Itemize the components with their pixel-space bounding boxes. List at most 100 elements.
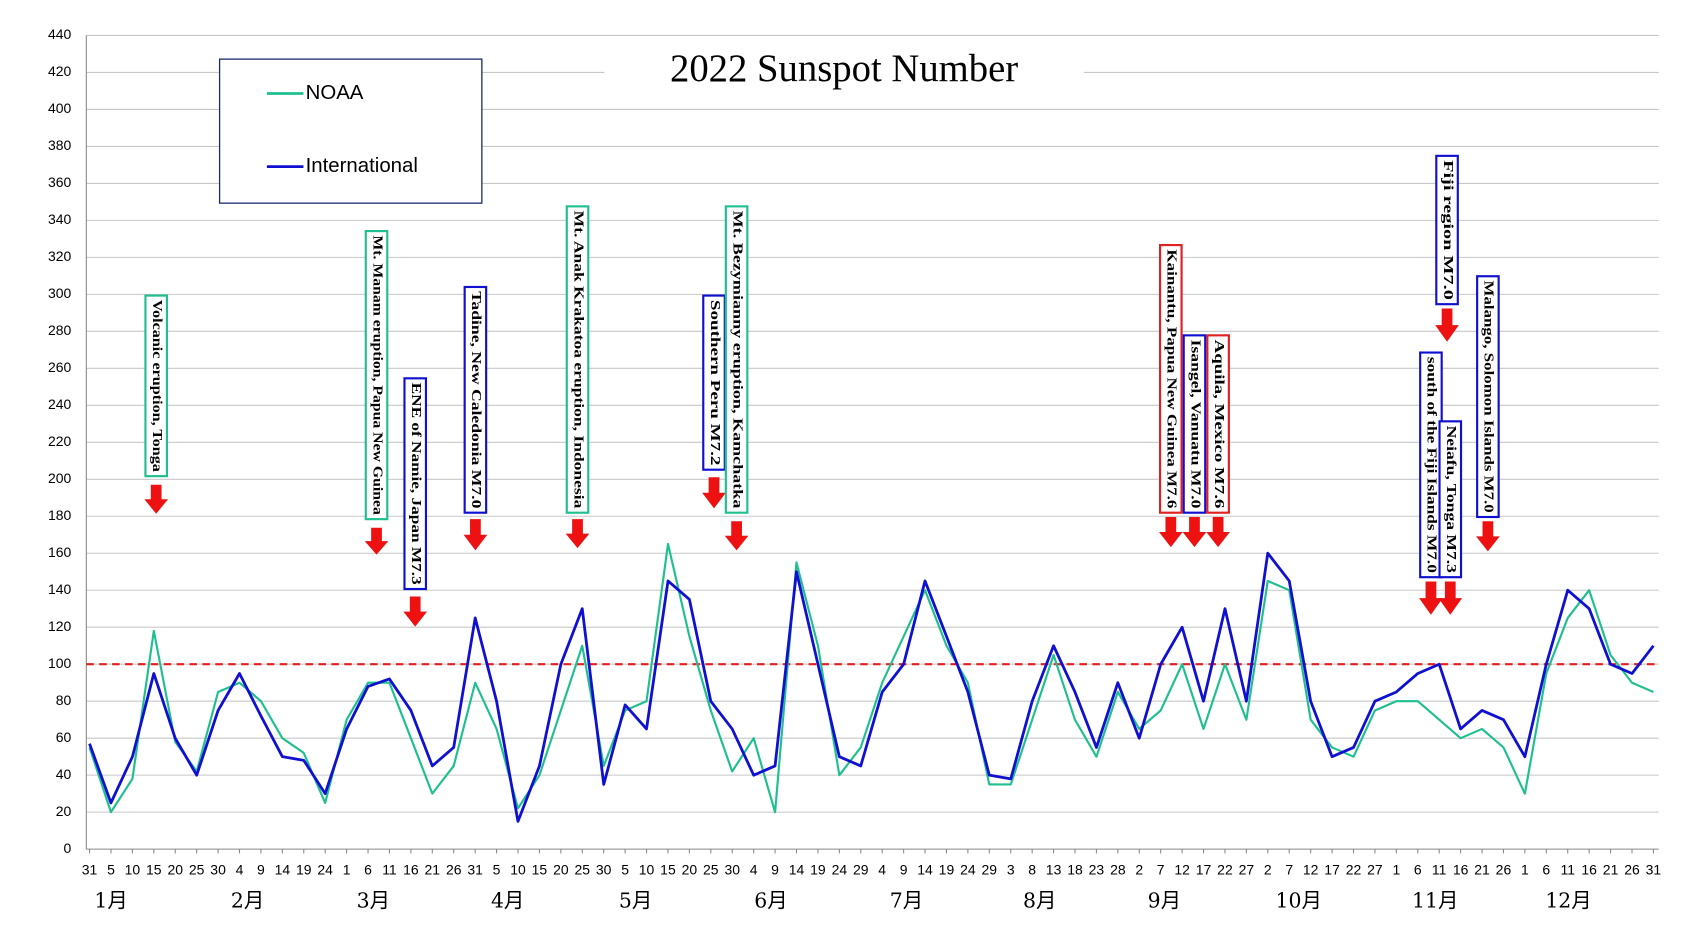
x-tick-label: 12 <box>1303 861 1319 877</box>
y-tick-label: 280 <box>48 322 72 338</box>
annotation-text: Mt. Anak Krakatoa eruption, Indonesia <box>570 211 585 509</box>
y-tick-label: 140 <box>48 581 72 597</box>
y-tick-label: 180 <box>48 507 72 523</box>
annotation-box <box>1435 154 1459 306</box>
annotation-arrow <box>403 596 428 627</box>
x-tick-label: 11 <box>1432 861 1447 877</box>
x-tick-label: 22 <box>1217 861 1233 877</box>
x-tick-label: 9 <box>257 861 265 877</box>
x-tick-label: 23 <box>1089 861 1105 877</box>
y-tick-label: 260 <box>48 359 72 375</box>
annotation-arrow <box>1206 516 1230 548</box>
x-tick-label: 12 <box>1174 861 1190 877</box>
y-tick-label: 120 <box>48 618 72 634</box>
x-tick-label: 7 <box>1285 861 1293 877</box>
x-tick-label: 20 <box>682 861 698 877</box>
x-tick-label: 6 <box>364 861 372 877</box>
month-label: 1月 <box>94 888 127 912</box>
x-tick-label: 15 <box>660 861 676 877</box>
x-tick-label: 11 <box>1560 861 1575 877</box>
x-tick-label: 10 <box>125 861 141 877</box>
y-tick-label: 240 <box>48 396 72 412</box>
x-tick-label: 15 <box>532 861 548 877</box>
chart-title: 2022 Sunspot Number <box>670 48 1018 90</box>
y-tick-label: 0 <box>63 840 71 856</box>
x-tick-label: 19 <box>296 861 312 877</box>
annotation-text: Neiafu, Tonga M7.3 <box>1443 426 1458 573</box>
annotation-text: Southern Peru M7.2 <box>707 300 722 466</box>
series-line <box>88 542 1654 814</box>
annotation-text: ENE of Namie, Japan M7.3 <box>408 383 423 585</box>
x-tick-label: 14 <box>275 861 291 877</box>
y-tick-label: 20 <box>56 803 72 819</box>
month-label: 6月 <box>754 888 787 912</box>
series-line <box>88 551 1655 823</box>
x-tick-label: 31 <box>82 861 98 877</box>
y-tick-label: 100 <box>48 655 72 671</box>
legend-box <box>218 58 483 204</box>
x-tick-label: 19 <box>810 861 826 877</box>
annotation-box <box>1476 275 1500 519</box>
x-tick-label: 30 <box>210 861 226 877</box>
x-tick-label: 28 <box>1110 861 1126 877</box>
x-tick-label: 7 <box>1157 861 1165 877</box>
x-tick-label: 26 <box>1624 861 1640 877</box>
y-tick-label: 160 <box>48 544 72 560</box>
x-tick-label: 20 <box>167 861 183 877</box>
x-tick-label: 27 <box>1367 861 1383 877</box>
annotation-text: Mt. Bezymianny eruption, Kamchatka <box>729 211 744 509</box>
annotation-box <box>1206 334 1230 514</box>
annotation-text: Aquila, Mexico M7.6 <box>1211 340 1226 509</box>
x-tick-label: 26 <box>446 861 462 877</box>
annotation-box <box>403 377 428 591</box>
month-label: 11月 <box>1412 888 1458 912</box>
x-tick-label: 10 <box>639 861 655 877</box>
annotation-box <box>144 294 169 478</box>
x-tick-label: 4 <box>750 861 758 877</box>
annotation-text: Kainantu, Papua New Guinea M7.6 <box>1164 249 1179 508</box>
x-tick-label: 4 <box>878 861 886 877</box>
x-tick-label: 25 <box>574 861 590 877</box>
x-tick-label: 1 <box>1392 861 1400 877</box>
month-label: 2月 <box>231 888 264 912</box>
month-label: 9月 <box>1148 888 1181 912</box>
month-label: 12月 <box>1545 888 1591 912</box>
month-label: 10月 <box>1276 888 1322 912</box>
y-tick-label: 40 <box>56 766 72 782</box>
annotation-box <box>463 285 488 514</box>
annotation-text: south of the Fiji Islands M7.0 <box>1424 357 1439 573</box>
y-tick-label: 220 <box>48 433 72 449</box>
annotation-box <box>565 205 590 514</box>
annotation-arrow <box>1419 581 1443 615</box>
x-tick-label: 2 <box>1264 861 1272 877</box>
annotation-box <box>364 230 389 521</box>
x-tick-label: 18 <box>1067 861 1083 877</box>
annotation-text: Volcanic eruption, Tonga <box>149 300 164 472</box>
month-label: 8月 <box>1023 888 1056 912</box>
y-tick-label: 80 <box>56 692 72 708</box>
x-tick-label: 30 <box>724 861 740 877</box>
annotation-box <box>724 205 749 514</box>
annotation-box <box>1159 243 1183 514</box>
x-tick-label: 6 <box>1414 861 1422 877</box>
x-tick-label: 21 <box>1603 861 1619 877</box>
legend: NOAA International <box>266 82 418 177</box>
x-tick-label: 3 <box>1007 861 1015 877</box>
annotation-text: Malango, Solomon Islands M7.0 <box>1481 281 1496 513</box>
x-tick-label: 14 <box>789 861 805 877</box>
annotations: Volcanic eruption, Tonga Mt. Manam erupti… <box>144 154 1500 627</box>
annotation-arrow <box>144 484 169 514</box>
x-tick-label: 19 <box>939 861 955 877</box>
x-tick-label: 8 <box>1028 861 1036 877</box>
annotation-arrow <box>364 527 389 555</box>
x-tick-label: 17 <box>1196 861 1212 877</box>
x-tick-label: 6 <box>1542 861 1550 877</box>
y-tick-label: 200 <box>48 470 72 486</box>
x-tick-label: 24 <box>317 861 333 877</box>
x-tick-label: 24 <box>960 861 976 877</box>
x-tick-label: 4 <box>236 861 244 877</box>
x-tick-label: 16 <box>403 861 419 877</box>
y-tick-label: 420 <box>48 63 72 79</box>
x-tick-label: 16 <box>1581 861 1597 877</box>
